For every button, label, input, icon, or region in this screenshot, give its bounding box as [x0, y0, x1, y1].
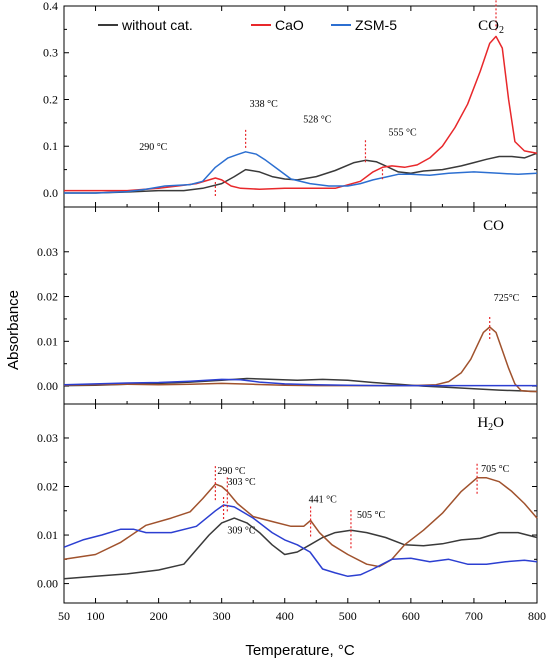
- series-line-without-cat-: [63, 517, 538, 580]
- annotation-label: 338 °C: [250, 99, 278, 110]
- annotation-label: 290 °C: [217, 466, 245, 477]
- annotation-label: 441 °C: [309, 494, 337, 505]
- y-axis-title: Absorbance: [5, 290, 22, 370]
- x-tick-label: 800: [528, 609, 546, 623]
- annotation-label: 555 °C: [388, 127, 416, 138]
- series-line-cao: [64, 35, 538, 192]
- x-tick-label: 500: [339, 609, 357, 623]
- annotation-label: 290 °C: [139, 142, 167, 153]
- y-tick-label: 0.03: [37, 245, 58, 259]
- panel-2: 0.00 0.01 0.02 0.03 725°C CO: [37, 206, 538, 405]
- x-tick-label: 700: [465, 609, 483, 623]
- y-tick-label: 0.3: [43, 46, 58, 60]
- y-tick-label: 0.2: [43, 92, 58, 106]
- x-tick-label: 300: [213, 609, 231, 623]
- series-line-zsm-5: [64, 151, 538, 194]
- annotation-label: 303 °C: [228, 477, 256, 488]
- series-line-without-cat-: [64, 152, 538, 194]
- legend-label: without cat.: [121, 17, 193, 33]
- panel-label: CO: [483, 218, 504, 234]
- y-tick-label: 0.0: [43, 186, 58, 200]
- annotation-label: 725°C: [494, 293, 520, 304]
- series-line-cao: [63, 326, 537, 393]
- annotation-label: 705 °C: [481, 464, 509, 475]
- series-line-zsm-5: [63, 378, 537, 387]
- legend-label: ZSM-5: [355, 17, 397, 33]
- y-tick-label: 0.03: [37, 431, 58, 445]
- series-line-without-cat-: [63, 377, 538, 393]
- panel-frame: [63, 206, 538, 405]
- y-tick-label: 0.02: [37, 480, 58, 494]
- annotation-label: 528 °C: [303, 114, 331, 125]
- y-tick-label: 0.00: [37, 577, 58, 591]
- panel-label: CO2: [478, 18, 504, 36]
- y-tick-label: 0.1: [43, 139, 58, 153]
- panel-label: H2O: [477, 415, 504, 433]
- legend-label: CaO: [275, 17, 304, 33]
- y-tick-label: 0.4: [43, 0, 58, 13]
- x-tick-label: 100: [87, 609, 105, 623]
- y-tick-label: 0.00: [37, 379, 58, 393]
- x-tick-label: 200: [150, 609, 168, 623]
- x-axis-title: Temperature, °C: [245, 642, 355, 659]
- x-tick-label: 600: [402, 609, 420, 623]
- series-line-zsm-5: [63, 504, 538, 578]
- y-tick-label: 0.02: [37, 290, 58, 304]
- panel-frame: [63, 403, 538, 604]
- annotation-label: 505 °C: [357, 510, 385, 521]
- y-tick-label: 0.01: [37, 334, 58, 348]
- x-tick-label: 400: [276, 609, 294, 623]
- annotation-label: 309 °C: [227, 525, 255, 536]
- legend: without cat. CaO ZSM-5: [98, 17, 397, 33]
- x-tick-label: 50: [58, 609, 70, 623]
- y-tick-label: 0.01: [37, 528, 58, 542]
- series-line-cao: [63, 477, 538, 568]
- panels-layer: 0.0 0.1 0.2 0.3 0.4 290 °C 338 °C 528 °C 555 °C 7…: [37, 0, 546, 623]
